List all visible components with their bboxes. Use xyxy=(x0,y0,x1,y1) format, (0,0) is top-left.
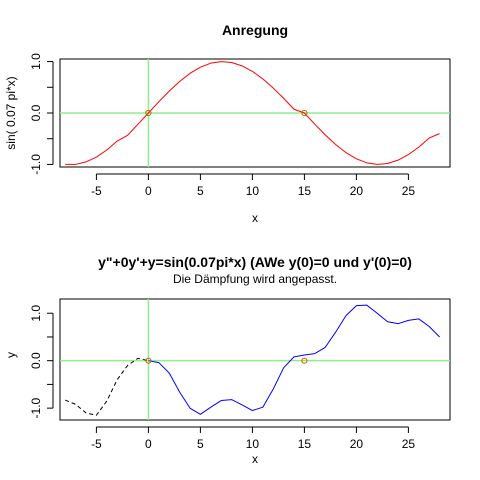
bottom-x-tick-label-4: 15 xyxy=(298,437,312,451)
top-markers xyxy=(145,109,308,117)
top-y-axis-label: sin( 0.07 pi*x) xyxy=(4,76,18,149)
bottom-plot-frame xyxy=(59,298,451,421)
bottom-series-line-1 xyxy=(148,304,440,415)
top-reference-lines xyxy=(60,59,450,167)
top-x-axis-label: x xyxy=(252,211,258,225)
bottom-x-axis-label: x xyxy=(252,452,258,466)
bottom-chart-title: y"+0y'+y=sin(0.07pi*x) (AWe y(0)=0 und y… xyxy=(98,254,412,270)
panel-bottom: y"+0y'+y=sin(0.07pi*x) (AWe y(0)=0 und y… xyxy=(4,254,451,466)
bottom-x-tick-label-2: 5 xyxy=(197,437,204,451)
bottom-markers xyxy=(145,357,308,364)
bottom-y-tick-label-2: 1.0 xyxy=(29,305,43,322)
bottom-series xyxy=(65,304,440,416)
top-y-axis: -1.0 0.0 1.0 xyxy=(29,53,54,175)
panel-top: Anregung -5 0 5 10 15 20 25 -1.0 0.0 1.0 x sin( … xyxy=(4,22,451,225)
bottom-y-axis: -1.0 0.0 1.0 xyxy=(29,305,54,418)
bottom-x-tick-label-0: -5 xyxy=(91,437,102,451)
bottom-x-axis: -5 0 5 10 15 20 25 xyxy=(91,426,416,451)
top-series xyxy=(65,61,440,165)
bottom-y-axis-label: y xyxy=(4,352,18,358)
top-series-line-0 xyxy=(65,61,440,165)
top-x-tick-label-3: 10 xyxy=(246,184,260,198)
top-y-tick-label-2: 1.0 xyxy=(29,53,43,70)
bottom-x-tick-label-3: 10 xyxy=(246,437,260,451)
top-x-tick-label-5: 20 xyxy=(350,184,364,198)
top-x-axis: -5 0 5 10 15 20 25 xyxy=(91,173,416,198)
bottom-series-line-0 xyxy=(65,357,149,416)
bottom-x-tick-label-1: 0 xyxy=(145,437,152,451)
bottom-x-tick-label-5: 20 xyxy=(350,437,364,451)
top-x-tick-label-2: 5 xyxy=(197,184,204,198)
top-y-tick-label-1: 0.0 xyxy=(29,104,43,121)
top-chart-title: Anregung xyxy=(222,22,288,38)
bottom-reference-lines xyxy=(60,299,450,420)
bottom-marker-0 xyxy=(145,357,152,364)
top-marker-1 xyxy=(301,109,308,117)
top-x-tick-label-1: 0 xyxy=(145,184,152,198)
top-marker-0 xyxy=(145,109,152,117)
top-x-tick-label-6: 25 xyxy=(402,184,416,198)
top-x-tick-label-0: -5 xyxy=(91,184,102,198)
bottom-marker-1 xyxy=(301,357,308,364)
top-x-tick-label-4: 15 xyxy=(298,184,312,198)
bottom-y-tick-label-1: 0.0 xyxy=(29,352,43,369)
top-y-tick-label-0: -1.0 xyxy=(29,154,43,175)
bottom-x-tick-label-6: 25 xyxy=(402,437,416,451)
bottom-chart-subtitle: Die Dämpfung wird angepasst. xyxy=(173,272,337,286)
bottom-y-tick-label-0: -1.0 xyxy=(29,397,43,418)
